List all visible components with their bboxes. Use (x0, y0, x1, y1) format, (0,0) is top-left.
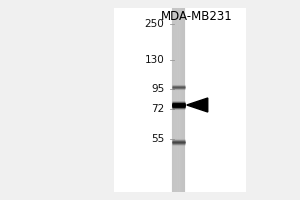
Bar (114, 8, 246, 192)
Bar (178, 8, 180, 192)
Bar (173, 8, 174, 192)
Bar (176, 8, 177, 192)
Bar (184, 8, 185, 192)
Text: 55: 55 (151, 134, 164, 144)
Bar (177, 8, 178, 192)
Text: MDA-MB231: MDA-MB231 (160, 10, 232, 23)
Bar (175, 8, 176, 192)
Text: 130: 130 (145, 55, 164, 65)
Polygon shape (187, 98, 208, 112)
Text: 72: 72 (151, 104, 164, 114)
Bar (183, 8, 184, 192)
Text: 95: 95 (151, 84, 164, 94)
Bar (179, 8, 181, 192)
Bar (171, 8, 172, 192)
Bar (182, 8, 183, 192)
Bar (172, 8, 185, 192)
Bar (178, 8, 179, 192)
Bar (172, 8, 173, 192)
Text: 250: 250 (145, 19, 164, 29)
Bar (181, 8, 182, 192)
Bar (174, 8, 175, 192)
Bar (178, 8, 179, 192)
Bar (182, 8, 184, 192)
